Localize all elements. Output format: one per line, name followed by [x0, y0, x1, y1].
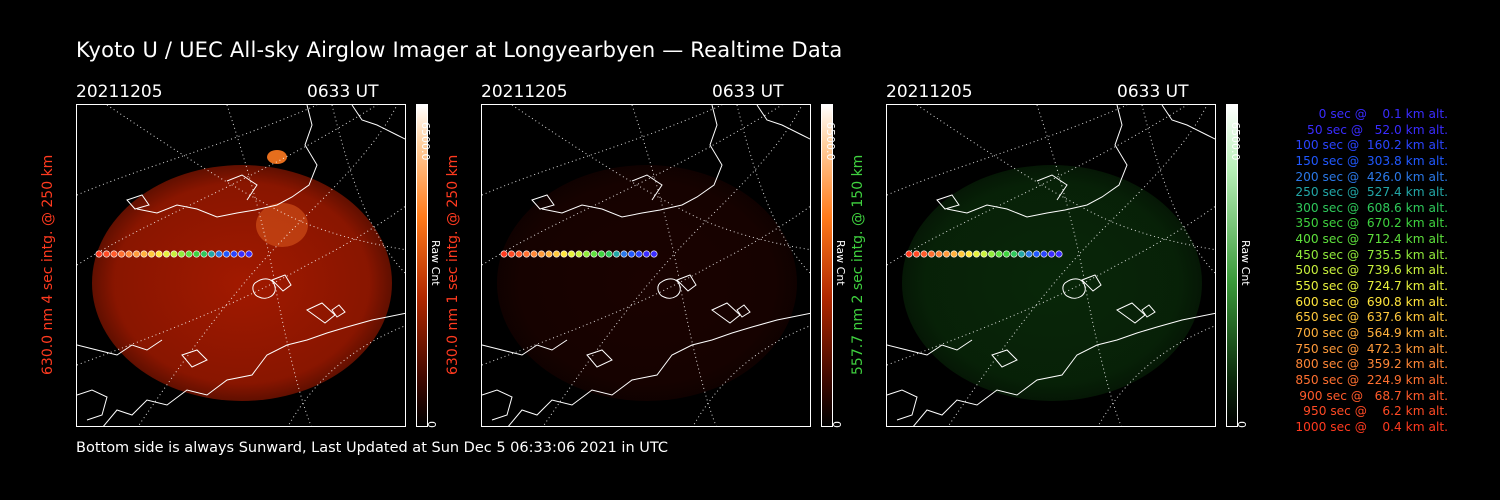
legend-entry: 550 sec @ 724.7 km alt.: [1291, 279, 1448, 294]
legend-entry: 950 sec @ 6.2 km alt.: [1299, 404, 1448, 419]
imager-panel-630nm-1sec: 20211205 0633 UT 630.0 nm 1 sec intg. @ …: [445, 80, 881, 430]
imager-panel-630nm-4sec: 20211205 0633 UT 630.0 nm 4 sec intg. @ …: [40, 80, 476, 430]
colorbar-max-label: 6500.0: [824, 122, 837, 161]
imager-panel-557nm-2sec: 20211205 0633 UT 557.7 nm 2 sec intg. @ …: [850, 80, 1286, 430]
legend-entry: 600 sec @ 690.8 km alt.: [1291, 294, 1448, 309]
colorbar-min-label: 0: [1235, 421, 1248, 428]
sky-disk: [92, 165, 392, 401]
trajectory-dots: [905, 250, 1063, 258]
legend-entry: 100 sec @ 160.2 km alt.: [1291, 138, 1448, 153]
legend-entry: 700 sec @ 564.9 km alt.: [1291, 325, 1448, 340]
footer-note: Bottom side is always Sunward, Last Upda…: [76, 440, 668, 456]
colorbar-unit-label: Raw Cnt: [834, 240, 847, 286]
legend-entry: 150 sec @ 303.8 km alt.: [1291, 153, 1448, 168]
legend-entry: 300 sec @ 608.6 km alt.: [1291, 200, 1448, 215]
panel-ylabel: 630.0 nm 1 sec intg. @ 250 km: [445, 154, 461, 375]
panel-time: 0633 UT: [1117, 82, 1189, 102]
allsky-image: [76, 104, 406, 427]
colorbar-min-label: 0: [830, 421, 843, 428]
page-title: Kyoto U / UEC All-sky Airglow Imager at …: [76, 38, 843, 62]
legend-entry: 250 sec @ 527.4 km alt.: [1291, 185, 1448, 200]
panel-date: 20211205: [886, 82, 973, 102]
trajectory-dots: [95, 250, 253, 258]
colorbar-max-label: 6500.0: [1229, 122, 1242, 161]
colorbar-unit-label: Raw Cnt: [429, 240, 442, 286]
legend-entry: 500 sec @ 739.6 km alt.: [1291, 263, 1448, 278]
colorbar-min-label: 0: [425, 421, 438, 428]
legend-entry: 0 sec @ 0.1 km alt.: [1307, 107, 1448, 121]
legend-entry: 850 sec @ 224.9 km alt.: [1291, 372, 1448, 387]
legend-entry: 650 sec @ 637.6 km alt.: [1291, 310, 1448, 325]
colorbar: [416, 104, 428, 427]
colorbar-unit-label: Raw Cnt: [1239, 240, 1252, 286]
trajectory-legend: 0 sec @ 0.1 km alt. 50 sec @ 52.0 km alt…: [1258, 107, 1448, 435]
sky-disk: [497, 165, 797, 401]
panel-date: 20211205: [481, 82, 568, 102]
panel-time: 0633 UT: [307, 82, 379, 102]
legend-entry: 800 sec @ 359.2 km alt.: [1291, 357, 1448, 372]
trajectory-dots: [500, 250, 658, 258]
panel-date: 20211205: [76, 82, 163, 102]
colorbar-max-label: 6500.0: [419, 122, 432, 161]
legend-entry: 450 sec @ 735.5 km alt.: [1291, 247, 1448, 262]
allsky-image: [481, 104, 811, 427]
colorbar: [1226, 104, 1238, 427]
panel-time: 0633 UT: [712, 82, 784, 102]
legend-entry: 400 sec @ 712.4 km alt.: [1291, 232, 1448, 247]
panel-ylabel: 630.0 nm 4 sec intg. @ 250 km: [40, 154, 56, 375]
colorbar: [821, 104, 833, 427]
legend-entry: 200 sec @ 426.0 km alt.: [1291, 169, 1448, 184]
legend-entry: 50 sec @ 52.0 km alt.: [1299, 122, 1448, 137]
allsky-image: [886, 104, 1216, 427]
legend-entry: 900 sec @ 68.7 km alt.: [1295, 388, 1448, 403]
legend-entry: 1000 sec @ 0.4 km alt.: [1295, 419, 1448, 434]
legend-entry: 750 sec @ 472.3 km alt.: [1291, 341, 1448, 356]
sky-disk: [902, 165, 1202, 401]
panel-ylabel: 557.7 nm 2 sec intg. @ 150 km: [850, 154, 866, 375]
legend-entry: 350 sec @ 670.2 km alt.: [1291, 216, 1448, 231]
